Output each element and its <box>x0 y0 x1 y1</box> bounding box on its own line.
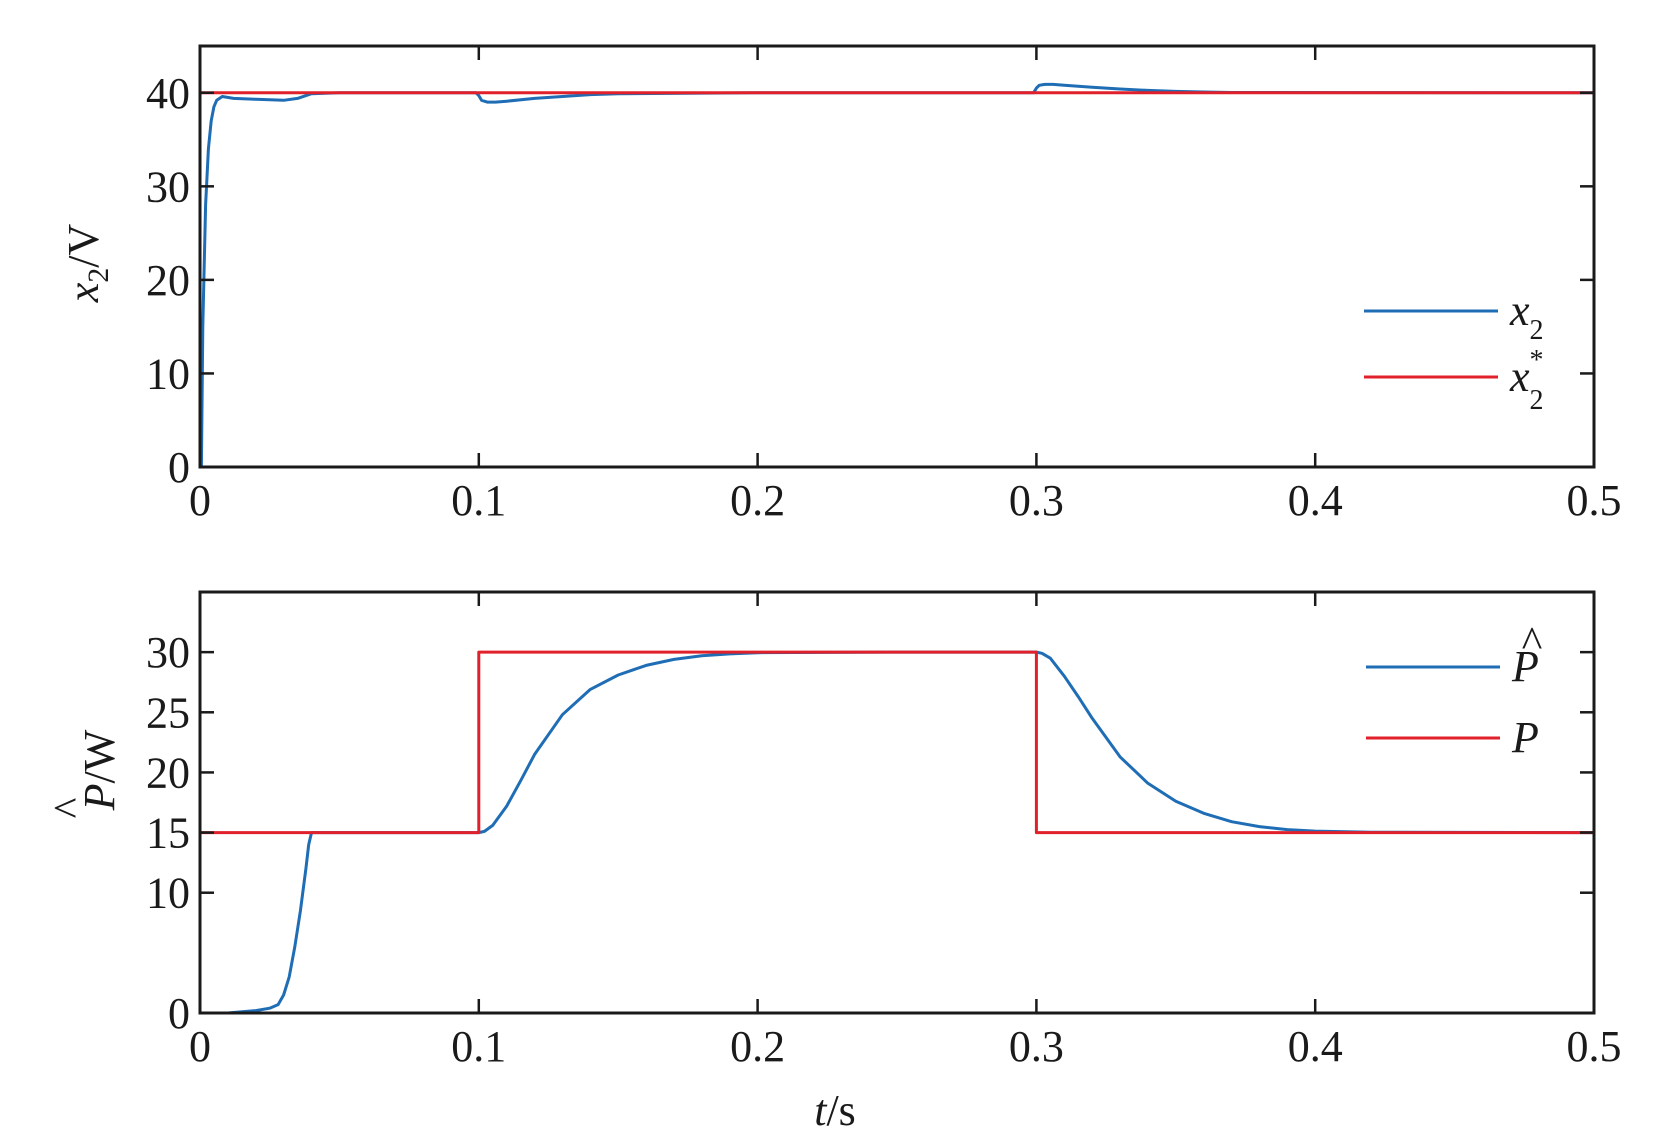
top-x-tick-label: 0.2 <box>730 476 785 525</box>
bottom-y-tick-label: 25 <box>146 688 190 737</box>
top-legend: x2x* 2 <box>1364 286 1544 416</box>
top-x-tick-label: 0.5 <box>1567 476 1622 525</box>
top-legend-label: x* 2 <box>1509 345 1544 416</box>
bottom-legend-label: P <box>1511 642 1539 691</box>
svg-text:P/W: P/W <box>75 729 124 811</box>
bottom-series-p-hat-line <box>198 650 1596 1015</box>
bottom-x-tick-label: 0.4 <box>1288 1022 1343 1071</box>
hat-accent-icon: ^ <box>1521 618 1542 667</box>
top-legend-label: x2 <box>1509 286 1544 346</box>
x-axis-label: t/s <box>814 1086 856 1135</box>
top-y-axis-label: x2/V <box>59 224 115 304</box>
bottom-plot-frame <box>198 590 1596 1015</box>
top-series-x2-line <box>198 82 1596 469</box>
bottom-x-tick-label: 0 <box>189 1022 211 1071</box>
bottom-series-p-line <box>198 650 1596 835</box>
top-chart-panel: 0 0.1 0.2 0.3 0.4 0.5 0 10 20 30 40 x2x* 2 x2/V <box>59 44 1622 525</box>
p-hat-accent-icon: ^ <box>45 797 94 818</box>
top-y-tick-label: 20 <box>146 256 190 305</box>
bottom-x-tick-label: 0.1 <box>451 1022 506 1071</box>
top-x-tick-label: 0 <box>189 476 211 525</box>
bottom-legend: P^P <box>1366 618 1542 762</box>
bottom-x-tick-label: 0.3 <box>1009 1022 1064 1071</box>
top-x-tick-label: 0.1 <box>451 476 506 525</box>
top-y-tick-label: 10 <box>146 349 190 398</box>
bottom-y-axis-label: P/W ^ <box>45 729 124 818</box>
top-plot-frame <box>198 44 1596 469</box>
bottom-y-tick-label: 20 <box>146 748 190 797</box>
bottom-y-tick-label: 10 <box>146 869 190 918</box>
top-x-tick-label: 0.3 <box>1009 476 1064 525</box>
bottom-y-tick-label: 30 <box>146 628 190 677</box>
top-y-tick-label: 30 <box>146 162 190 211</box>
bottom-y-tick-label: 0 <box>168 989 190 1038</box>
bottom-legend-label: P <box>1511 713 1539 762</box>
bottom-y-tick-label: 15 <box>146 809 190 858</box>
top-x-tick-label: 0.4 <box>1288 476 1343 525</box>
bottom-x-tick-label: 0.2 <box>730 1022 785 1071</box>
bottom-x-tick-label: 0.5 <box>1567 1022 1622 1071</box>
top-y-tick-label: 40 <box>146 69 190 118</box>
top-y-tick-label: 0 <box>168 443 190 492</box>
